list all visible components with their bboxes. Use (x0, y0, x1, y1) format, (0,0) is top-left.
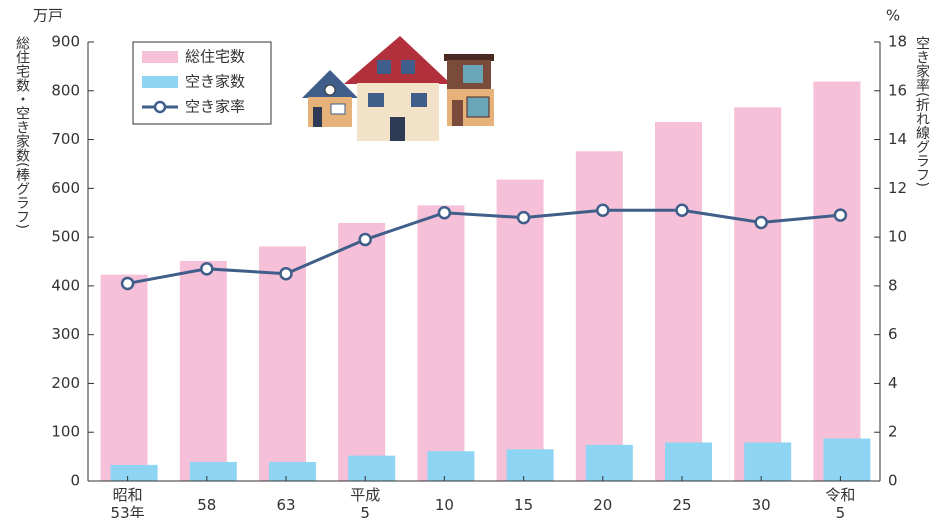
x-tick-label: 63 (276, 496, 295, 514)
legend-label: 空き家率 (185, 98, 245, 116)
line-point (833, 208, 848, 222)
bar (269, 461, 316, 481)
x-tick-label: 25 (672, 496, 691, 514)
y-tick-label: 500 (51, 228, 80, 246)
y2-tick-label: 18 (888, 33, 907, 51)
bar (427, 451, 475, 481)
y2-tick-label: 6 (888, 325, 898, 343)
x-tick-label: 昭和 53年 (111, 486, 145, 518)
x-tick-label: 58 (197, 496, 216, 514)
bar (259, 246, 306, 481)
bar (665, 442, 712, 481)
legend-swatch (142, 51, 178, 63)
legend-label: 空き家数 (185, 73, 245, 91)
line-point (358, 232, 372, 247)
x-tick-label: 30 (752, 496, 771, 514)
bar (655, 121, 702, 482)
y2-tick-label: 4 (888, 374, 898, 392)
line-point (120, 276, 135, 291)
bar (585, 444, 633, 481)
y-unit: 万戸 (33, 7, 63, 25)
bar (348, 455, 396, 481)
y-tick-label: 300 (51, 325, 80, 343)
bar (575, 151, 623, 482)
bar (189, 461, 237, 481)
legend-swatch (142, 76, 178, 88)
y-tick-label: 200 (51, 374, 80, 392)
bar (417, 205, 465, 481)
y2-tick-label: 2 (888, 423, 898, 441)
bar (179, 261, 227, 481)
bar (823, 438, 871, 481)
y2-axis-title: 空き家率(折れ線グラフ) (914, 36, 930, 187)
y-tick-label: 600 (51, 179, 80, 197)
y-axis-title: 総住宅数・空き家数(棒グラフ) (14, 36, 30, 229)
y-tick-label: 400 (51, 276, 80, 294)
line-point (754, 215, 768, 230)
y2-tick-label: 0 (888, 472, 898, 490)
legend-label: 総住宅数 (185, 48, 245, 66)
bar (338, 222, 386, 481)
y-tick-label: 900 (51, 33, 80, 51)
bar (496, 179, 544, 481)
x-tick-label: 20 (593, 496, 612, 514)
y2-tick-label: 14 (888, 130, 907, 148)
line-point (279, 266, 293, 281)
y2-tick-label: 10 (888, 228, 907, 246)
line-point (200, 262, 214, 276)
bar (813, 81, 861, 481)
line-point (437, 205, 452, 220)
bar (744, 442, 792, 481)
y2-tick-label: 16 (888, 81, 907, 99)
bar (110, 464, 158, 481)
y2-unit: % (886, 7, 900, 25)
y-tick-label: 0 (70, 472, 80, 490)
line-point (675, 203, 689, 218)
line-point (516, 210, 531, 225)
y2-tick-label: 12 (888, 179, 907, 197)
line (127, 208, 841, 285)
x-tick-label: 15 (514, 496, 533, 514)
bar (734, 107, 782, 482)
bar (506, 449, 554, 481)
x-tick-label: 平成 5 (350, 486, 380, 518)
bar (100, 274, 148, 481)
y-tick-label: 700 (51, 130, 80, 148)
y2-tick-label: 8 (888, 276, 898, 294)
line-point (596, 203, 610, 218)
y-tick-label: 100 (51, 423, 80, 441)
x-tick-label: 10 (435, 496, 454, 514)
legend-swatch (153, 100, 167, 114)
x-tick-label: 令和 5 (825, 486, 855, 518)
y-tick-label: 800 (51, 81, 80, 99)
houses-illustration (302, 36, 494, 141)
